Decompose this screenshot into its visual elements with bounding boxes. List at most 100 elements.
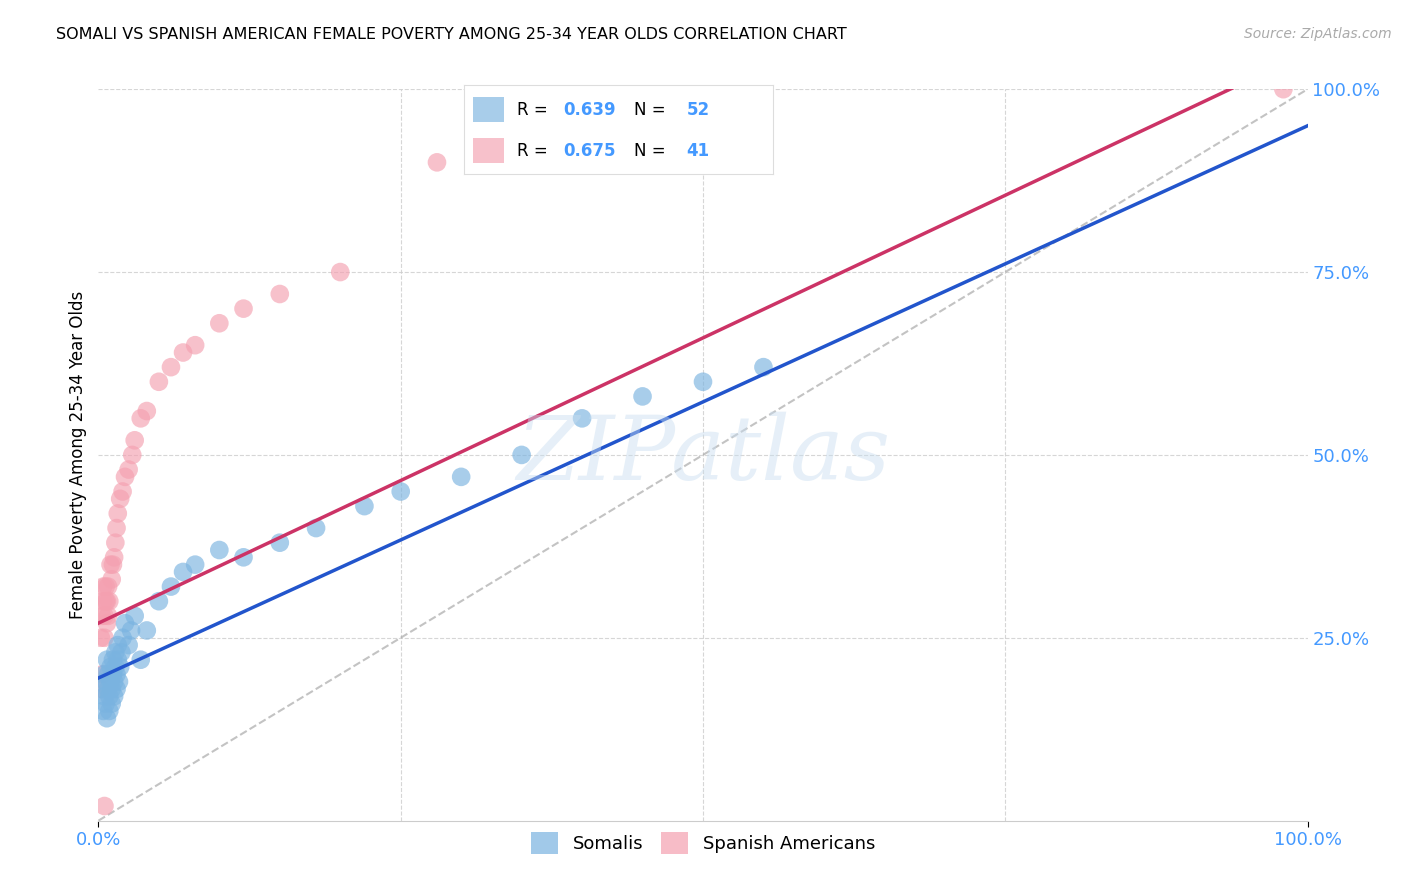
Point	[91, 667, 114, 681]
Text: 0.675: 0.675	[562, 142, 616, 160]
Point	[108, 491, 131, 506]
Point	[752, 360, 775, 375]
Point	[111, 631, 134, 645]
Point	[107, 507, 129, 521]
Point	[94, 580, 117, 594]
Point	[172, 565, 194, 579]
Point	[118, 462, 141, 476]
Point	[129, 653, 152, 667]
Point	[101, 667, 124, 681]
Point	[148, 594, 170, 608]
Point	[96, 711, 118, 725]
Point	[91, 594, 114, 608]
Point	[135, 404, 157, 418]
Point	[118, 638, 141, 652]
Point	[208, 543, 231, 558]
Point	[232, 550, 254, 565]
Point	[108, 674, 131, 689]
Point	[692, 375, 714, 389]
Point	[129, 411, 152, 425]
Text: N =: N =	[634, 142, 671, 160]
Text: R =: R =	[516, 142, 553, 160]
Point	[135, 624, 157, 638]
Point	[111, 484, 134, 499]
Point	[208, 316, 231, 330]
Point	[91, 608, 114, 623]
Point	[121, 448, 143, 462]
Point	[108, 660, 131, 674]
Point	[97, 608, 120, 623]
Point	[96, 616, 118, 631]
Point	[93, 799, 115, 814]
Point	[98, 594, 121, 608]
FancyBboxPatch shape	[474, 138, 505, 163]
Text: N =: N =	[634, 101, 671, 119]
Point	[104, 535, 127, 549]
Point	[94, 674, 117, 689]
Text: ZIPatlas: ZIPatlas	[516, 411, 890, 499]
Point	[91, 704, 114, 718]
Point	[269, 287, 291, 301]
Text: R =: R =	[516, 101, 553, 119]
Point	[124, 608, 146, 623]
Point	[105, 667, 128, 681]
Point	[90, 681, 112, 696]
Point	[172, 345, 194, 359]
Point	[100, 660, 122, 674]
Point	[107, 638, 129, 652]
Point	[103, 550, 125, 565]
Point	[160, 580, 183, 594]
Point	[105, 521, 128, 535]
Point	[98, 690, 121, 704]
Point	[97, 681, 120, 696]
Point	[1272, 82, 1295, 96]
Point	[105, 681, 128, 696]
Text: SOMALI VS SPANISH AMERICAN FEMALE POVERTY AMONG 25-34 YEAR OLDS CORRELATION CHAR: SOMALI VS SPANISH AMERICAN FEMALE POVERT…	[56, 27, 846, 42]
Point	[97, 667, 120, 681]
Text: 52: 52	[686, 101, 710, 119]
Point	[124, 434, 146, 448]
Point	[93, 608, 115, 623]
Point	[93, 667, 115, 681]
Point	[96, 653, 118, 667]
Point	[104, 660, 127, 674]
Point	[110, 645, 132, 659]
Point	[510, 448, 533, 462]
Point	[91, 681, 114, 696]
Point	[94, 697, 117, 711]
Point	[100, 558, 122, 572]
Point	[184, 338, 207, 352]
Point	[353, 499, 375, 513]
Point	[107, 653, 129, 667]
Point	[94, 594, 117, 608]
Y-axis label: Female Poverty Among 25-34 Year Olds: Female Poverty Among 25-34 Year Olds	[69, 291, 87, 619]
Point	[114, 616, 136, 631]
Point	[329, 265, 352, 279]
Point	[104, 645, 127, 659]
Point	[426, 155, 449, 169]
Point	[101, 558, 124, 572]
Point	[631, 389, 654, 403]
Point	[160, 360, 183, 375]
Point	[389, 484, 412, 499]
Point	[269, 535, 291, 549]
Point	[232, 301, 254, 316]
Point	[450, 470, 472, 484]
Point	[100, 681, 122, 696]
Point	[98, 704, 121, 718]
Point	[97, 580, 120, 594]
Point	[101, 653, 124, 667]
Point	[96, 594, 118, 608]
Point	[103, 674, 125, 689]
Point	[114, 470, 136, 484]
FancyBboxPatch shape	[474, 97, 505, 122]
Text: 41: 41	[686, 142, 710, 160]
Point	[571, 411, 593, 425]
Point	[100, 674, 122, 689]
Point	[90, 631, 112, 645]
Text: 0.639: 0.639	[562, 101, 616, 119]
Point	[100, 697, 122, 711]
Point	[120, 624, 142, 638]
Point	[91, 580, 114, 594]
Point	[93, 690, 115, 704]
